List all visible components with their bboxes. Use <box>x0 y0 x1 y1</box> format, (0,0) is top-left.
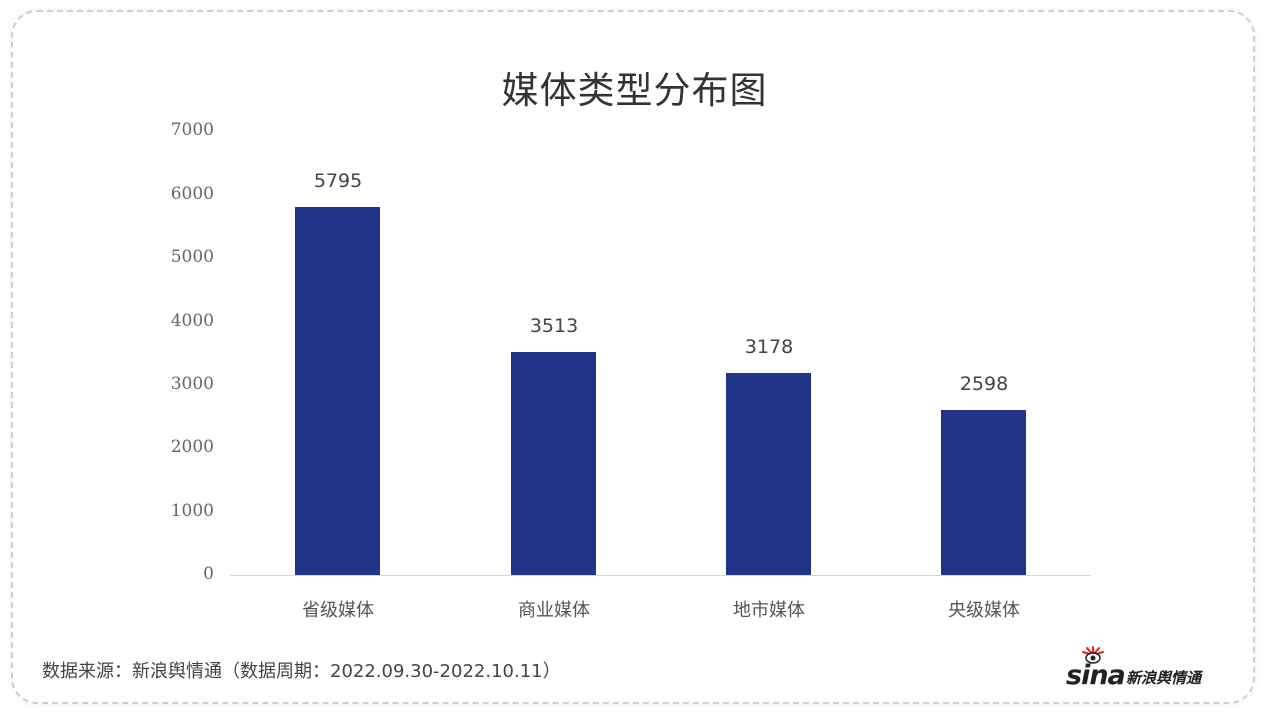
bar-municipal <box>726 373 811 575</box>
bar-value-label: 2598 <box>959 373 1009 396</box>
bar-central <box>941 410 1026 575</box>
x-tick-label: 地市媒体 <box>733 600 805 621</box>
y-tick-label: 5000 <box>170 247 214 267</box>
y-tick-label: 4000 <box>170 311 214 331</box>
bar-value-label: 5795 <box>313 170 363 193</box>
y-tick-label: 1000 <box>170 501 214 521</box>
y-tick-label: 7000 <box>170 120 214 140</box>
sina-logo: sina 新浪舆情通 <box>1066 646 1236 691</box>
x-tick-label: 商业媒体 <box>518 600 590 621</box>
bar-commercial <box>511 352 596 575</box>
bar-value-label: 3178 <box>744 336 794 359</box>
bar-value-label: 3513 <box>529 315 579 338</box>
chart-card <box>11 10 1255 704</box>
logo-brand-text: sina <box>1066 660 1126 691</box>
y-tick-label: 3000 <box>170 374 214 394</box>
y-tick-label: 6000 <box>170 184 214 204</box>
x-tick-label: 央级媒体 <box>948 600 1020 621</box>
y-tick-label: 2000 <box>170 437 214 457</box>
y-tick-label: 0 <box>203 564 214 584</box>
chart-title: 媒体类型分布图 <box>501 69 768 112</box>
logo-product-text: 新浪舆情通 <box>1126 669 1202 687</box>
x-axis-line <box>230 575 1091 576</box>
bar-provincial <box>295 207 380 575</box>
x-tick-label: 省级媒体 <box>302 600 374 621</box>
data-source-note: 数据来源：新浪舆情通（数据周期：2022.09.30-2022.10.11） <box>42 661 561 682</box>
sina-eye-icon <box>1082 646 1104 664</box>
